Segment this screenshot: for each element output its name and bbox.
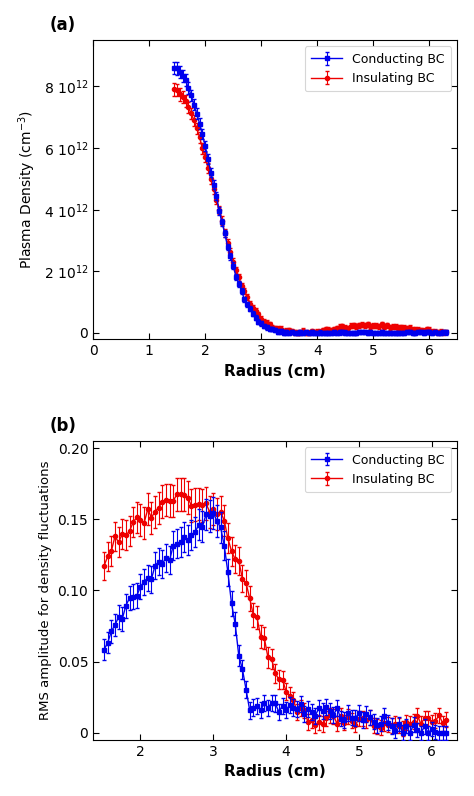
Legend: Conducting BC, Insulating BC: Conducting BC, Insulating BC	[305, 447, 451, 492]
Legend: Conducting BC, Insulating BC: Conducting BC, Insulating BC	[305, 46, 451, 92]
Text: (b): (b)	[49, 417, 76, 435]
Text: (a): (a)	[49, 16, 75, 34]
Y-axis label: Plasma Density (cm$^{-3}$): Plasma Density (cm$^{-3}$)	[17, 110, 38, 269]
X-axis label: Radius (cm): Radius (cm)	[224, 764, 326, 779]
X-axis label: Radius (cm): Radius (cm)	[224, 364, 326, 379]
Y-axis label: RMS amplitude for density fluctuations: RMS amplitude for density fluctuations	[39, 461, 52, 720]
